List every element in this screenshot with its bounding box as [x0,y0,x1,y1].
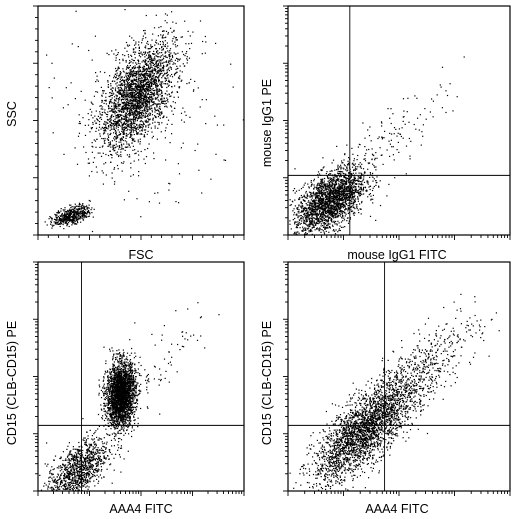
panel-aaa4-cd15-left-ylabel: CD15 (CLB-CD15) PE [5,321,19,445]
panel-aaa4-cd15-left: CD15 (CLB-CD15) PE AAA4 FITC [5,261,245,516]
panel-aaa4-cd15-left-points [39,302,220,492]
panel-aaa4-cd15-right-ticks [283,261,511,496]
panel-fsc-ssc-population-0 [74,13,207,183]
panel-igg1-control-ticks [283,5,511,240]
panel-fsc-ssc-population-1 [44,199,95,230]
panel-fsc-ssc-ticks [33,5,245,240]
panel-aaa4-cd15-left-population-2 [94,302,220,440]
panel-aaa4-cd15-left-population-0 [97,322,148,449]
panel-aaa4-cd15-right-population-1 [320,293,500,475]
panel-fsc-ssc-frame [37,5,245,236]
panel-igg1-control-population-1 [322,56,465,202]
panel-igg1-control: mouse IgG1 PE mouse IgG1 FITC [260,5,511,262]
panel-fsc-ssc-ylabel: SSC [5,101,19,127]
panel-aaa4-cd15-right-ylabel: CD15 (CLB-CD15) PE [260,321,274,445]
panel-igg1-control-frame [287,5,511,236]
panel-aaa4-cd15-right-points [289,293,500,491]
panel-igg1-control-xlabel: mouse IgG1 FITC [347,248,446,262]
panel-aaa4-cd15-left-frame [37,261,245,492]
panel-aaa4-cd15-right-xlabel: AAA4 FITC [365,502,428,516]
panel-aaa4-cd15-left-xlabel: AAA4 FITC [109,502,172,516]
panel-fsc-ssc-points [44,9,244,233]
panel-fsc-ssc: SSC FSC [5,5,245,262]
panel-igg1-control-population-0 [289,145,407,236]
panel-igg1-control-points [289,56,465,236]
panel-aaa4-cd15-right: CD15 (CLB-CD15) PE AAA4 FITC [260,261,511,516]
panel-aaa4-cd15-right-population-0 [289,349,472,491]
panel-aaa4-cd15-right-frame [287,261,511,492]
panel-fsc-ssc-xlabel: FSC [129,248,154,262]
panel-igg1-control-ylabel: mouse IgG1 PE [260,79,274,167]
panel-fsc-ssc-population-2 [46,9,244,233]
